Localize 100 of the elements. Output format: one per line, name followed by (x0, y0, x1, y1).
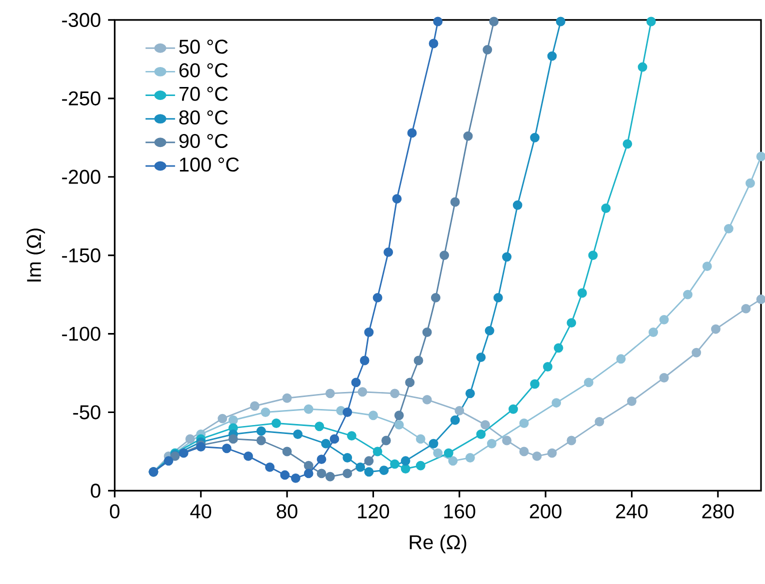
point (489, 16, 499, 26)
point (512, 200, 522, 210)
point (256, 436, 266, 445)
x-tick-label: 80 (276, 504, 298, 518)
legend-label: 100 °C (180, 157, 239, 172)
point (325, 472, 335, 482)
point (290, 473, 300, 483)
x-tick-label: 200 (530, 504, 562, 518)
point (400, 464, 410, 474)
point (659, 314, 669, 324)
point (325, 388, 335, 398)
point (638, 62, 648, 72)
point (588, 250, 598, 260)
point (554, 342, 564, 352)
y-tick-label: -150 (62, 248, 100, 262)
point (244, 451, 253, 461)
legend-label: 90 °C (179, 134, 228, 148)
point (502, 436, 512, 445)
point (304, 404, 314, 414)
point (416, 434, 426, 444)
point (360, 356, 370, 365)
y-tick-label: -50 (73, 404, 100, 420)
point (480, 420, 490, 430)
point (346, 430, 356, 440)
point (543, 362, 552, 372)
point (450, 415, 460, 425)
point (316, 454, 326, 464)
point (482, 44, 492, 54)
y-axis-title: Im (Ω) (26, 228, 45, 282)
point (250, 401, 260, 410)
point (282, 446, 292, 456)
x-tick-label: 280 (702, 504, 734, 518)
point (368, 410, 378, 420)
point (260, 407, 270, 417)
y-tick-label: -100 (62, 326, 100, 341)
point (454, 406, 464, 416)
x-axis-title: Re (Ω) (410, 534, 466, 553)
point (484, 326, 494, 336)
point (622, 138, 632, 148)
point (440, 250, 450, 260)
point (256, 426, 266, 436)
point (430, 292, 440, 302)
point (265, 462, 275, 472)
point (330, 434, 340, 444)
point (428, 438, 438, 448)
point (683, 290, 692, 300)
point (293, 429, 303, 439)
point (465, 452, 475, 462)
point (272, 418, 281, 428)
x-tick-label: 0 (110, 504, 120, 518)
point (547, 51, 557, 61)
x-tick-label: 160 (444, 504, 476, 518)
point (392, 194, 402, 204)
point (444, 448, 454, 458)
point (627, 396, 636, 406)
point (530, 379, 540, 389)
point (414, 356, 424, 365)
point (659, 372, 669, 382)
point (519, 418, 529, 428)
point (476, 352, 486, 362)
point (342, 452, 352, 462)
point (304, 468, 314, 478)
point (422, 327, 432, 337)
point (228, 434, 238, 444)
point (364, 466, 374, 476)
point (356, 462, 366, 472)
point (556, 16, 566, 26)
point (616, 354, 626, 364)
point (178, 448, 188, 458)
point (741, 304, 751, 314)
point (228, 415, 238, 425)
point (519, 446, 529, 456)
point (400, 456, 410, 466)
point (648, 327, 658, 337)
point (358, 386, 368, 396)
point (390, 388, 400, 398)
point (394, 410, 404, 420)
point (381, 436, 391, 445)
point (351, 377, 361, 387)
point (601, 203, 611, 213)
point (433, 448, 443, 458)
x-tick-label: 120 (358, 504, 390, 518)
point (164, 456, 174, 466)
x-tick-label: 240 (616, 504, 648, 518)
point (450, 197, 460, 206)
point (584, 377, 594, 387)
legend-label: 50 °C (179, 39, 228, 54)
point (428, 38, 438, 48)
point (282, 393, 292, 403)
point (372, 446, 382, 456)
point (552, 398, 562, 408)
point (342, 407, 352, 417)
point (646, 16, 656, 26)
point (465, 388, 475, 398)
point (321, 438, 331, 448)
point (746, 178, 755, 188)
point (390, 459, 400, 469)
point (486, 438, 496, 448)
point (530, 132, 540, 142)
legend-label: 70 °C (179, 86, 228, 101)
